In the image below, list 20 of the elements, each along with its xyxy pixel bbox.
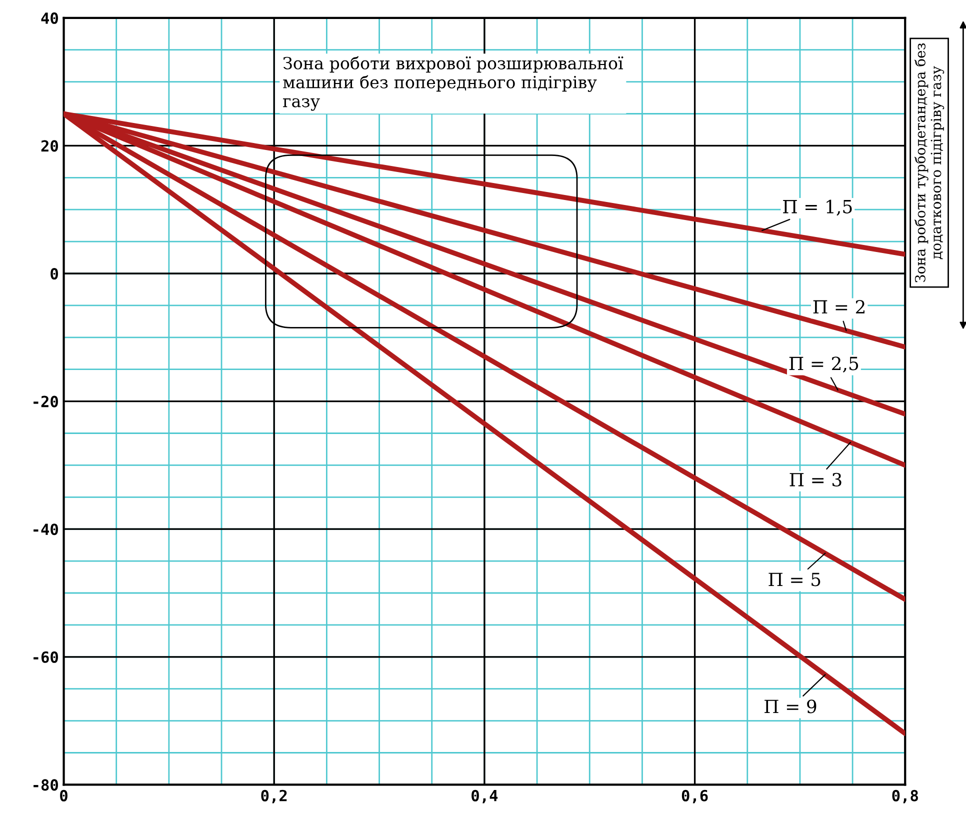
series-label: П = 2 — [813, 300, 864, 314]
y-tick-label: -40 — [34, 524, 58, 536]
y-tick-label: 40 — [41, 12, 58, 24]
x-tick-label: 0,2 — [261, 790, 287, 804]
series-label: П = 9 — [764, 700, 816, 714]
y-tick-label: -20 — [34, 396, 58, 408]
x-tick-label: 0,6 — [682, 790, 708, 804]
x-tick-label: 0,8 — [892, 790, 918, 804]
series-label: П = 5 — [768, 572, 820, 586]
y-tick-label: -60 — [34, 651, 58, 663]
y-tick-label: 20 — [41, 140, 58, 152]
series-label: П = 1,5 — [783, 200, 852, 216]
series-label: П = 3 — [790, 472, 842, 486]
text: Зона роботи турбодетандера без додаткового підігріву газу — [914, 43, 944, 282]
annotation: Зона роботи вихрової розширювальної машини без попереднього підігріву газу — [282, 56, 624, 111]
series-label: П = 2,5 — [789, 356, 858, 372]
y-tick-label: 0 — [50, 268, 58, 280]
x-tick-label: 0 — [60, 790, 68, 802]
y-tick-label: -80 — [34, 779, 58, 791]
x-tick-label: 0,4 — [472, 790, 498, 804]
